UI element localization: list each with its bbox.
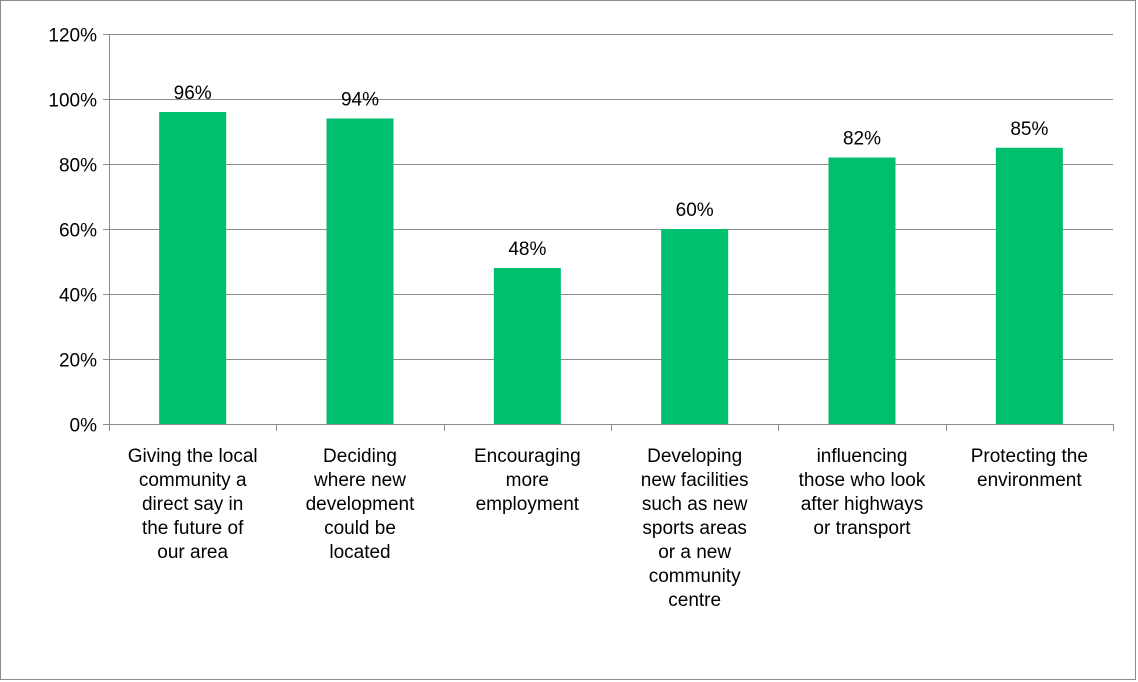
- x-category-label: Protecting the environment: [971, 446, 1088, 491]
- axes: [103, 34, 1114, 431]
- x-category-label-line: located: [329, 542, 390, 563]
- y-tick-label: 40%: [59, 286, 97, 307]
- y-tick-label: 80%: [59, 156, 97, 177]
- x-category-label-line: new facilities: [641, 470, 749, 491]
- x-category-label-line: our area: [157, 542, 228, 563]
- bar: [493, 268, 561, 424]
- data-label: 82%: [843, 129, 881, 150]
- x-category-label-line: environment: [977, 470, 1082, 491]
- x-category-label-line: or transport: [813, 518, 911, 539]
- bar: [995, 147, 1063, 424]
- bar: [159, 112, 227, 424]
- x-category-label: Deciding where new development could be loca…: [306, 446, 416, 563]
- x-category-label-line: centre: [668, 590, 721, 611]
- x-category-label-line: influencing: [817, 446, 908, 467]
- x-category-label-line: Developing: [647, 446, 742, 467]
- data-label: 48%: [508, 239, 546, 260]
- bars: [159, 112, 1063, 424]
- x-category-label-line: the future of: [142, 518, 244, 539]
- x-category-label-line: more: [506, 470, 549, 491]
- x-category-label-line: such as new: [642, 494, 748, 515]
- data-label: 85%: [1010, 119, 1048, 140]
- data-label: 60%: [676, 200, 714, 221]
- y-tick-label: 0%: [70, 416, 98, 437]
- x-category-label-line: employment: [476, 494, 580, 515]
- y-tick-label: 120%: [48, 26, 97, 47]
- x-category-label: influencing those who look after highways o…: [799, 446, 926, 539]
- x-category-label: Encouraging more employment: [474, 446, 581, 515]
- y-tick-label: 60%: [59, 221, 97, 242]
- bar: [661, 229, 729, 424]
- x-category-label-line: sports areas: [642, 518, 747, 539]
- x-category-label-line: Giving the local: [128, 446, 258, 467]
- x-category-label: Developing new facilities such as new sport…: [641, 446, 749, 611]
- bar: [828, 157, 896, 424]
- x-category-label-line: Deciding: [323, 446, 397, 467]
- x-category-label-line: direct say in: [142, 494, 243, 515]
- x-category-label-line: Protecting the: [971, 446, 1088, 467]
- x-category-label-line: community a: [139, 470, 247, 491]
- x-axis-category-labels: Giving the local community a direct say in…: [128, 446, 1088, 611]
- x-category-label-line: those who look: [799, 470, 926, 491]
- x-category-label-line: development: [306, 494, 416, 515]
- x-category-label-line: Encouraging: [474, 446, 581, 467]
- x-category-label: Giving the local community a direct say in…: [128, 446, 258, 563]
- data-label: 96%: [174, 83, 212, 104]
- x-category-label-line: after highways: [801, 494, 924, 515]
- x-category-label-line: community: [649, 566, 741, 587]
- x-category-label-line: where new: [313, 470, 406, 491]
- data-label: 94%: [341, 90, 379, 111]
- x-category-label-line: or a new: [658, 542, 731, 563]
- y-axis-tick-labels: 0% 20% 40% 60% 80% 100% 120%: [48, 26, 97, 437]
- gridlines: [109, 34, 1113, 360]
- x-category-label-line: could be: [324, 518, 396, 539]
- y-tick-label: 100%: [48, 91, 97, 112]
- bar: [326, 118, 394, 424]
- data-labels: 96% 94% 48% 60% 82% 85%: [174, 83, 1049, 260]
- y-tick-label: 20%: [59, 351, 97, 372]
